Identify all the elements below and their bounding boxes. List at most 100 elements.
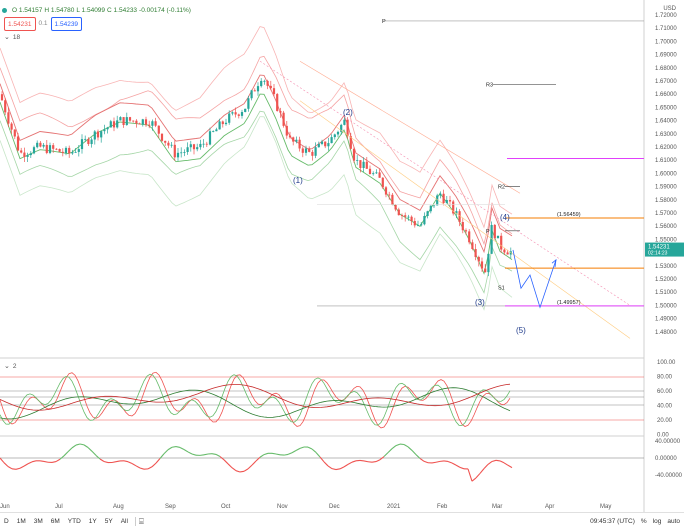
candle-body bbox=[251, 90, 253, 98]
price-tick-label: 1.51000 bbox=[655, 290, 677, 296]
candle-body bbox=[385, 187, 387, 194]
price-tick-label: 1.58000 bbox=[655, 198, 677, 204]
candle-body bbox=[324, 142, 326, 147]
osc2-segment bbox=[236, 471, 240, 472]
indicator-toggle[interactable]: ⌄ 18 bbox=[4, 33, 20, 41]
price-tick-label: 1.55000 bbox=[655, 237, 677, 243]
price-tick-label: 1.48000 bbox=[655, 330, 677, 336]
log-toggle[interactable]: log bbox=[653, 518, 662, 525]
candle-body bbox=[4, 100, 6, 112]
candle-body bbox=[369, 169, 371, 174]
legend-open: O 1.54157 bbox=[12, 7, 42, 14]
osc2-segment bbox=[376, 460, 380, 462]
candle-body bbox=[439, 194, 441, 196]
buy-button[interactable]: 1.54239 bbox=[51, 17, 83, 31]
timeframe-d[interactable]: D bbox=[0, 518, 13, 525]
candle-body bbox=[238, 114, 240, 115]
trade-buttons: 1.54231 0.1 1.54239 bbox=[4, 17, 82, 30]
indicator-count: 18 bbox=[13, 34, 20, 41]
candle-body bbox=[494, 225, 496, 238]
stochastic-pane bbox=[0, 372, 644, 428]
candle-body bbox=[116, 120, 118, 127]
candle-body bbox=[23, 153, 25, 157]
channel-line bbox=[260, 61, 630, 305]
percent-toggle[interactable]: % bbox=[641, 518, 647, 525]
osc1-tick-label: 0.00 bbox=[657, 433, 669, 439]
osc1-tick-label: 40.00 bbox=[657, 404, 673, 410]
calendar-range-icon[interactable]: ⌸ bbox=[139, 517, 144, 527]
candle-body bbox=[468, 231, 470, 242]
candle-body bbox=[174, 145, 176, 158]
chevron-down-icon: ⌄ bbox=[4, 362, 10, 370]
sell-button[interactable]: 1.54231 bbox=[4, 17, 36, 31]
candle-body bbox=[177, 153, 179, 158]
candle-body bbox=[75, 152, 77, 153]
timeframe-all[interactable]: All bbox=[117, 518, 132, 525]
osc2-segment bbox=[332, 469, 336, 470]
candle-body bbox=[27, 155, 29, 157]
time-tick-label: Dec bbox=[329, 504, 340, 510]
candle-body bbox=[327, 143, 329, 146]
candle-body bbox=[247, 98, 249, 109]
osc2-segment bbox=[296, 448, 300, 450]
candle-body bbox=[481, 261, 483, 268]
wave-1-label: (1) bbox=[293, 176, 303, 185]
osc2-segment bbox=[224, 460, 228, 464]
candle-body bbox=[190, 144, 192, 147]
clock-time[interactable]: 09:45:37 (UTC) bbox=[590, 518, 635, 525]
osc2-segment bbox=[456, 465, 460, 467]
stoch-k-line bbox=[0, 372, 510, 428]
osc2-segment bbox=[28, 462, 32, 464]
timeframe-ytd[interactable]: YTD bbox=[64, 518, 85, 525]
osc2-segment bbox=[172, 447, 176, 448]
price-tick-label: 1.50000 bbox=[655, 303, 677, 309]
osc2-segment bbox=[408, 447, 412, 451]
time-tick-label: Mar bbox=[492, 504, 502, 510]
candle-body bbox=[43, 145, 45, 147]
timeframe-5y[interactable]: 5Y bbox=[101, 518, 117, 525]
candle-body bbox=[334, 134, 336, 137]
auto-toggle[interactable]: auto bbox=[667, 518, 680, 525]
time-tick-label: May bbox=[600, 504, 611, 510]
candle-body bbox=[241, 112, 243, 116]
osc2-segment bbox=[80, 444, 84, 445]
candle-body bbox=[382, 178, 384, 188]
candle-body bbox=[71, 152, 73, 153]
level-high-label: (1.56459) bbox=[557, 212, 581, 218]
channel-line bbox=[300, 61, 520, 193]
osc2-segment bbox=[8, 467, 12, 469]
status-dot-icon bbox=[2, 8, 7, 13]
wave-3-label: (3) bbox=[475, 298, 485, 307]
osc2-segment bbox=[424, 461, 428, 462]
candle-body bbox=[225, 123, 227, 124]
candle-body bbox=[30, 153, 32, 155]
timeframe-3m[interactable]: 3M bbox=[30, 518, 47, 525]
osc2-segment bbox=[484, 464, 488, 468]
time-tick-label: Sep bbox=[165, 504, 176, 510]
candle-body bbox=[100, 131, 102, 137]
osc1-tick-label: 20.00 bbox=[657, 418, 673, 424]
price-tick-label: 1.57000 bbox=[655, 211, 677, 217]
timeframe-6m[interactable]: 6M bbox=[47, 518, 64, 525]
ohlc-legend: O 1.54157 H 1.54780 L 1.54099 C 1.54233 … bbox=[2, 5, 191, 15]
candle-body bbox=[49, 145, 51, 153]
level-low-label: (1.49957) bbox=[557, 300, 581, 306]
candle-body bbox=[193, 144, 195, 149]
candle-body bbox=[135, 121, 137, 124]
osc2-segment bbox=[0, 458, 4, 463]
indicator2-toggle[interactable]: ⌄ 2 bbox=[4, 362, 17, 370]
price-tick-label: 1.70000 bbox=[655, 39, 677, 45]
chart-canvas[interactable]: 1.720001.710001.700001.690001.680001.670… bbox=[0, 0, 684, 512]
candle-body bbox=[283, 113, 285, 126]
timeframe-1m[interactable]: 1M bbox=[13, 518, 30, 525]
candle-body bbox=[475, 249, 477, 257]
candle-body bbox=[39, 143, 41, 147]
osc2-segment bbox=[452, 463, 456, 465]
osc2-segment bbox=[364, 461, 368, 462]
candle-body bbox=[59, 149, 61, 152]
candle-body bbox=[388, 195, 390, 196]
osc2-segment bbox=[260, 455, 264, 458]
candle-body bbox=[443, 194, 445, 203]
timeframe-1y[interactable]: 1Y bbox=[85, 518, 101, 525]
osc2-segment bbox=[336, 469, 340, 470]
